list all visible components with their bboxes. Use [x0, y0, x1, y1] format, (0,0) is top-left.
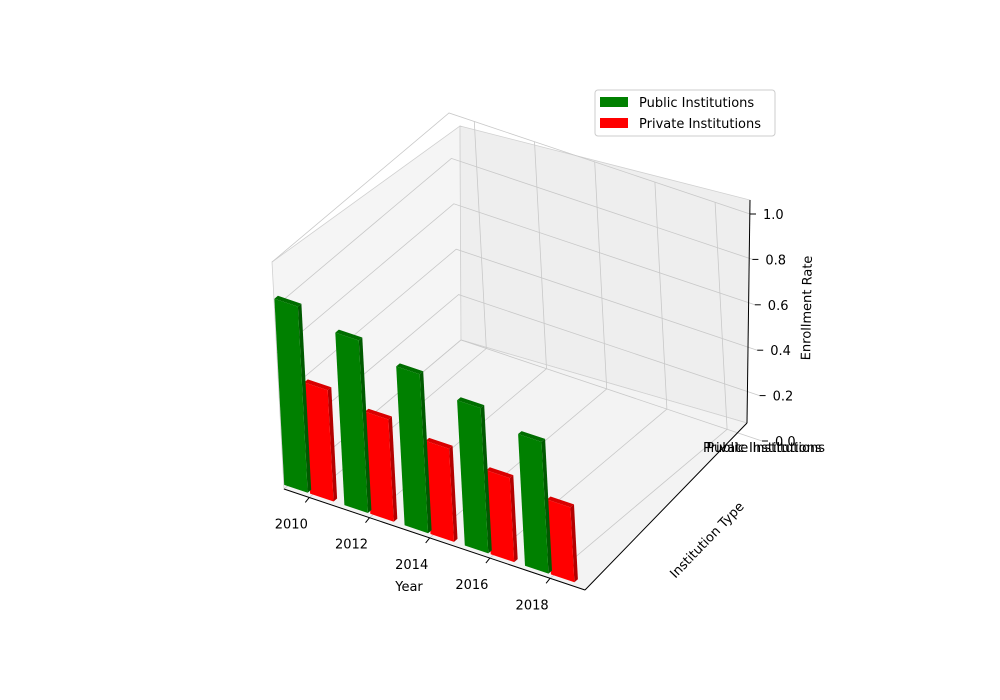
legend: Public Institutions Private Institutions [594, 89, 776, 137]
x-axis-label: Year [394, 580, 423, 595]
z-tick-label: 1.0 [763, 208, 784, 223]
bar-front-face [425, 440, 454, 542]
bar-side-face [419, 371, 432, 534]
bar-public-institutions-2016 [457, 397, 492, 554]
bar-private-institutions-2014 [425, 437, 458, 542]
bar-public-institutions-2012 [335, 329, 372, 513]
z-tick-label: 0.4 [770, 344, 791, 359]
bar-front-face [335, 332, 368, 513]
bar-side-face [327, 387, 338, 502]
x-tick [304, 497, 310, 503]
z-gridline [271, 112, 751, 263]
x-tick [545, 577, 551, 584]
z-axis-line [746, 199, 751, 424]
z-gridline [274, 157, 753, 308]
z-axis-label: Enrollment Rate [799, 255, 816, 360]
bar-side-face [358, 337, 372, 513]
bar-top-face [364, 408, 392, 420]
bar-top-face [518, 431, 546, 442]
legend-swatch-public [600, 97, 628, 107]
legend-label-public: Public Institutions [639, 96, 754, 111]
bar-front-face [304, 382, 334, 502]
bar-private-institutions-2010 [304, 379, 338, 502]
x-tick-label: 2014 [395, 558, 428, 573]
bar-top-face [547, 496, 574, 508]
legend-swatch-private [600, 118, 628, 128]
bar-top-face [274, 295, 302, 307]
bar-side-face [509, 475, 518, 563]
z-tick-label: 0.0 [775, 435, 796, 450]
z-tick-label: 0.6 [768, 299, 789, 314]
bar-private-institutions-2018 [547, 496, 578, 583]
x-tick [365, 517, 370, 523]
bar-top-face [457, 397, 485, 409]
bar-public-institutions-2014 [396, 363, 432, 534]
bar-side-face [480, 405, 492, 554]
legend-frame [594, 89, 776, 137]
ticks: 2010 2012 2014 2016 2018 0.0 0.2 0.4 0.6 0.8 1.0 Pu… [275, 208, 825, 613]
bar-public-institutions-2010 [274, 295, 312, 493]
bar-top-face [304, 379, 332, 391]
x-gridline [549, 202, 728, 579]
z-gridline [276, 203, 755, 354]
y-tick-label: Public Institutions [706, 441, 821, 456]
bar-front-face [364, 411, 394, 522]
x-tick [485, 557, 491, 564]
bar-front-face [396, 366, 429, 534]
bar-front-face [518, 434, 549, 574]
x-axis-line [283, 488, 586, 591]
x-tick-label: 2018 [516, 598, 549, 613]
x-tick [425, 537, 431, 544]
z-tick-label: 0.2 [773, 390, 794, 405]
bar-top-face [486, 467, 514, 479]
bar-private-institutions-2012 [364, 408, 398, 522]
bar-side-face [570, 504, 578, 583]
bar-front-face [486, 470, 515, 563]
axis-lines [283, 199, 751, 591]
bar-top-face [425, 437, 453, 449]
y-axis-line [584, 422, 748, 591]
z-tick-label: 0.8 [765, 253, 786, 268]
bar-front-face [547, 499, 575, 583]
bar-side-face [297, 303, 312, 493]
y-tick-label: Private Institutions [703, 441, 825, 456]
bar-front-face [457, 400, 489, 554]
bar-side-face [541, 438, 552, 574]
bar-private-institutions-2016 [486, 467, 518, 563]
x-tick-label: 2012 [335, 538, 368, 553]
bar-top-face [335, 329, 363, 341]
x-tick-label: 2016 [455, 578, 488, 593]
bar-front-face [274, 298, 308, 493]
legend-label-private: Private Institutions [639, 117, 761, 132]
bar-side-face [449, 445, 458, 542]
bar-public-institutions-2018 [518, 431, 552, 574]
bars [274, 295, 578, 583]
bar-side-face [388, 416, 398, 522]
bar-top-face [396, 363, 424, 375]
x-tick-label: 2010 [275, 518, 308, 533]
